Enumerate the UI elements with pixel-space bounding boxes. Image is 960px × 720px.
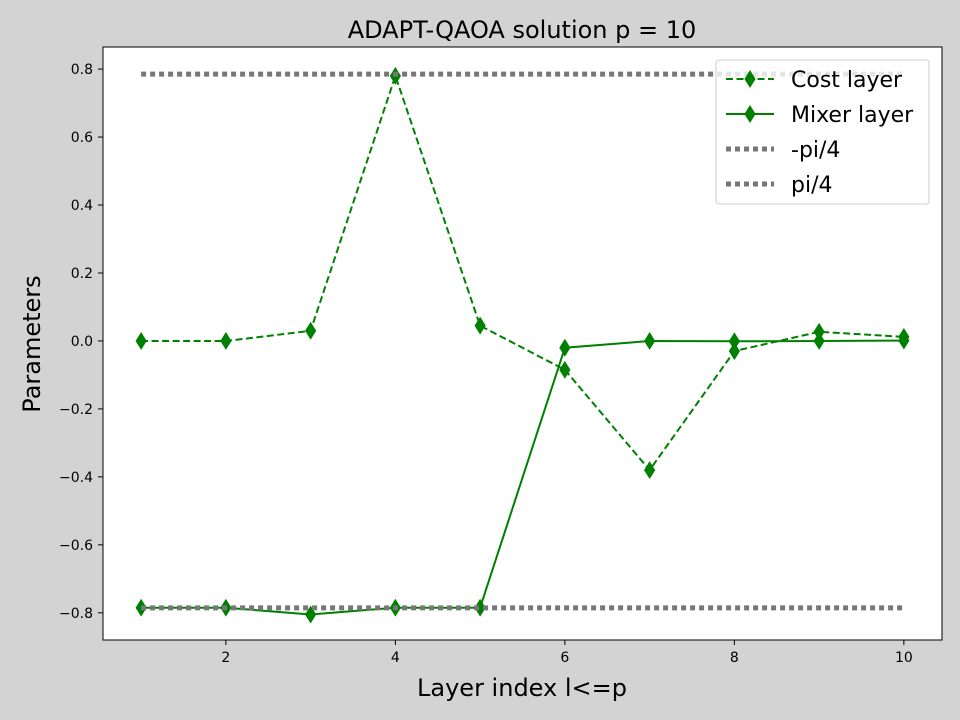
x-axis: 2 4 6 8 10 [221, 640, 913, 666]
data-point [559, 360, 571, 379]
data-point [474, 316, 486, 335]
y-tick-label: −0.4 [59, 470, 93, 486]
x-tick-label: 2 [221, 650, 230, 666]
data-point [305, 321, 317, 340]
series-layer [135, 66, 910, 624]
y-tick-label: 0.0 [71, 334, 93, 350]
y-tick-label: 0.2 [71, 266, 93, 282]
data-point [644, 461, 656, 480]
x-tick-label: 4 [391, 650, 400, 666]
y-tick-label: 0.8 [71, 62, 93, 78]
y-axis: 0.8 0.6 0.4 0.2 0.0 −0.2 −0.4 −0.6 −0.8 [59, 62, 103, 622]
data-point [305, 605, 317, 624]
y-tick-label: −0.6 [59, 538, 93, 554]
legend-label: pi/4 [791, 173, 833, 198]
legend-box [715, 59, 930, 205]
chart-title: ADAPT-QAOA solution p = 10 [348, 16, 697, 44]
plot-frame [102, 46, 943, 641]
legend: Cost layer Mixer layer -pi/4 pi/4 [715, 59, 930, 205]
legend-marker [744, 70, 756, 88]
y-tick-label: −0.8 [59, 606, 93, 622]
data-point [220, 332, 232, 350]
data-point [813, 332, 825, 350]
legend-label: Cost layer [791, 68, 903, 93]
y-tick-label: −0.2 [59, 402, 93, 418]
data-point [728, 342, 740, 361]
x-tick-label: 6 [560, 650, 569, 666]
legend-label: Mixer layer [791, 103, 914, 128]
y-axis-label: Parameters [18, 275, 46, 412]
data-point [728, 332, 740, 351]
series-line [141, 339, 904, 616]
data-point [559, 338, 571, 357]
data-point [474, 598, 486, 617]
data-point [898, 331, 910, 350]
x-tick-label: 10 [895, 650, 913, 666]
data-point [135, 332, 147, 350]
y-tick-label: 0.6 [71, 130, 93, 146]
y-tick-label: 0.4 [71, 198, 93, 214]
legend-label: -pi/4 [791, 138, 840, 163]
x-tick-label: 8 [730, 650, 739, 666]
legend-marker [744, 105, 756, 123]
x-axis-label: Layer index l<=p [417, 674, 627, 702]
data-point [644, 332, 656, 350]
